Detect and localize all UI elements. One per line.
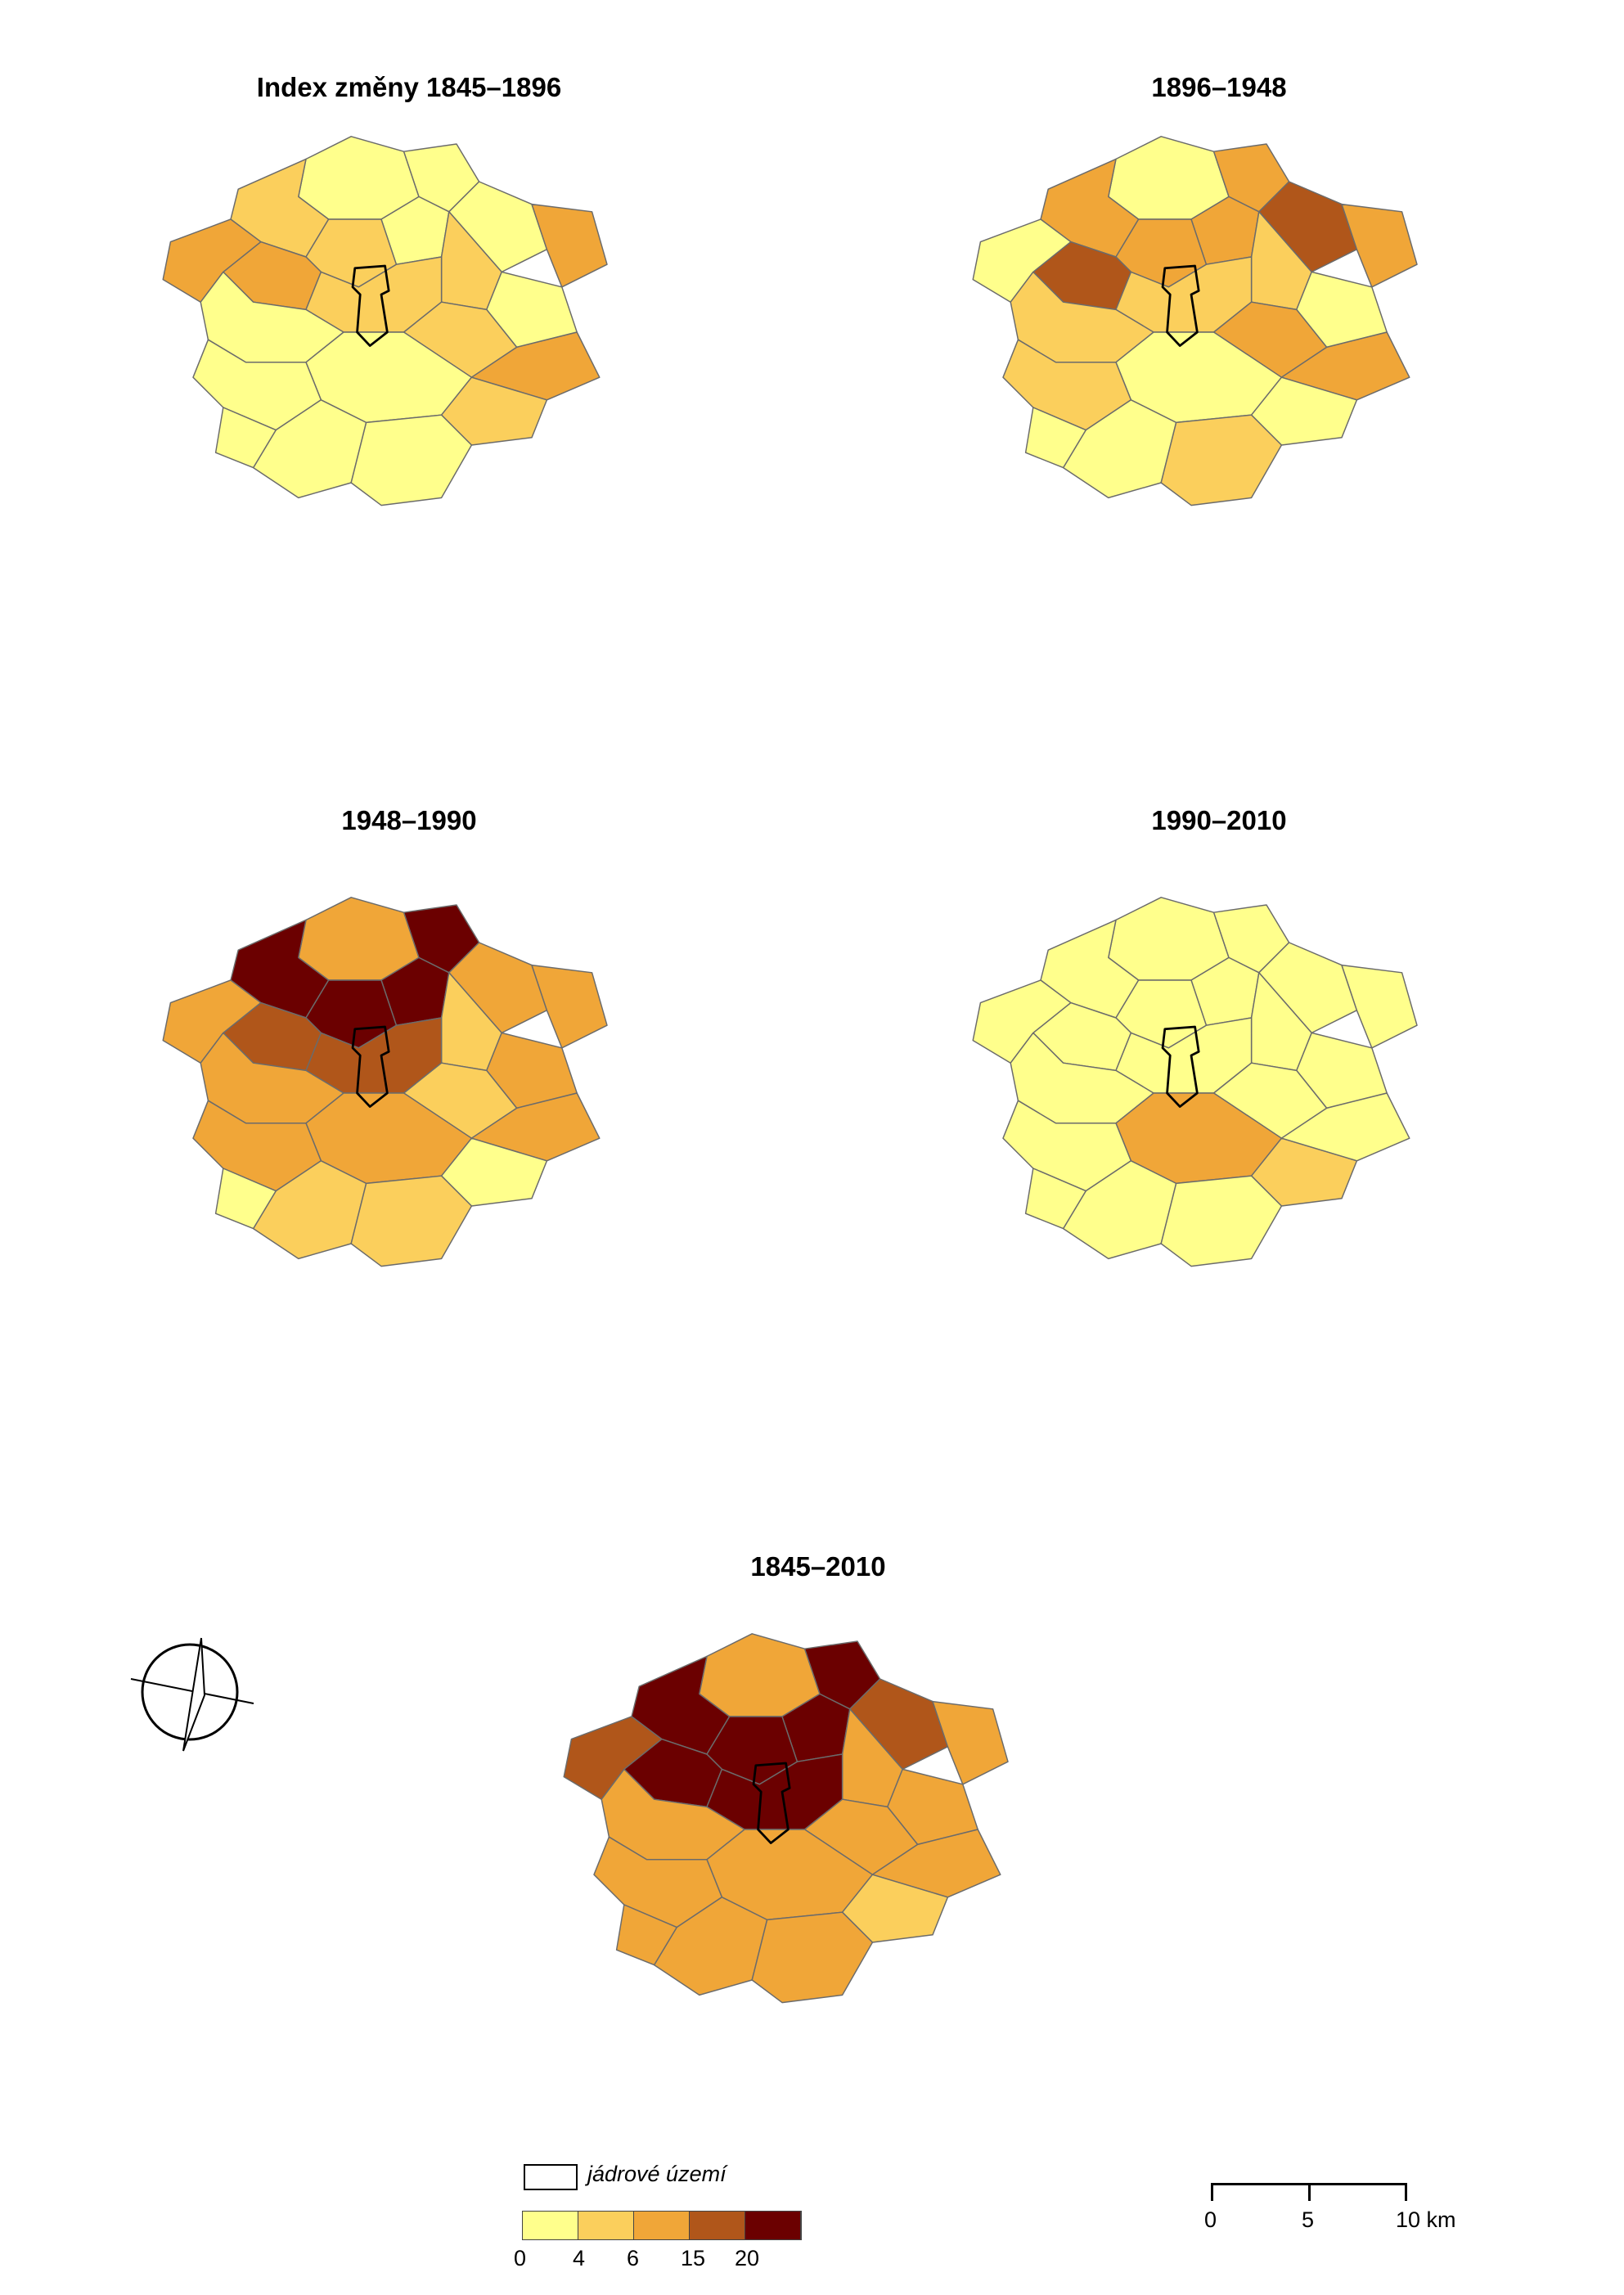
legend-swatch	[745, 2212, 801, 2239]
legend-swatch	[634, 2212, 690, 2239]
map-title: 1845–2010	[750, 1551, 886, 1582]
core-area-outline	[1161, 1025, 1200, 1108]
municipality-region	[1250, 376, 1358, 446]
choropleth-map	[162, 897, 608, 1267]
municipality-region	[1024, 407, 1086, 469]
municipality-region	[849, 1678, 949, 1771]
municipality-region	[470, 331, 601, 401]
legend-break-label: 20	[735, 2246, 760, 2270]
municipality-region	[440, 1137, 548, 1207]
municipality-region	[1258, 942, 1358, 1034]
scale-label-0: 0	[1204, 2207, 1217, 2232]
map-title: 1948–1990	[341, 805, 477, 835]
legend-swatch	[523, 2212, 578, 2239]
municipality-region	[448, 942, 548, 1034]
municipality-region	[932, 1700, 1009, 1785]
municipality-region	[350, 1175, 473, 1267]
legend-break-label: 4	[573, 2246, 586, 2270]
municipality-region	[448, 181, 548, 273]
legend-core-label: jádrové území	[587, 2162, 727, 2186]
scale-label-5: 5	[1302, 2207, 1315, 2232]
municipality-region	[440, 376, 548, 446]
municipality-region	[470, 1092, 601, 1162]
municipality-region	[1160, 414, 1283, 506]
municipality-region	[214, 407, 277, 469]
core-area-outline	[752, 1762, 791, 1844]
municipality-region	[871, 1829, 1001, 1898]
municipality-region	[841, 1874, 949, 1943]
choropleth-map	[162, 136, 608, 506]
municipality-region	[1160, 1175, 1283, 1267]
core-area-outline	[351, 264, 390, 347]
core-area-outline	[351, 1025, 390, 1108]
municipality-region	[1258, 181, 1358, 273]
scale-label-10km: 10 km	[1396, 2207, 1456, 2232]
legend-break-label: 6	[627, 2246, 640, 2270]
municipality-region	[1250, 1137, 1358, 1207]
map-title: Index změny 1845–1896	[256, 72, 562, 102]
municipality-region	[751, 1911, 874, 2004]
municipality-region	[1024, 1168, 1086, 1230]
legend-break-label: 0	[514, 2246, 527, 2270]
legend-break-label: 15	[681, 2246, 706, 2270]
municipality-region	[615, 1904, 677, 1966]
choropleth-map	[972, 897, 1418, 1267]
municipality-region	[1280, 331, 1410, 401]
choropleth-map	[563, 1633, 1009, 2004]
scale-tick-5	[1308, 2183, 1311, 2201]
legend-swatch	[690, 2212, 745, 2239]
north-arrow-icon	[130, 1637, 254, 1752]
choropleth-map	[972, 136, 1418, 506]
legend-swatch	[578, 2212, 634, 2239]
legend-core-swatch	[524, 2164, 578, 2190]
scale-tick-0	[1211, 2183, 1213, 2201]
municipality-region	[1280, 1092, 1410, 1162]
map-title: 1990–2010	[1151, 805, 1287, 835]
map-title: 1896–1948	[1151, 72, 1287, 102]
municipality-region	[350, 414, 473, 506]
municipality-region	[531, 964, 608, 1049]
legend-color-bar	[522, 2211, 802, 2240]
municipality-region	[1341, 964, 1418, 1049]
municipality-region	[214, 1168, 277, 1230]
municipality-region	[1341, 203, 1418, 288]
scale-tick-10	[1405, 2183, 1407, 2201]
municipality-region	[531, 203, 608, 288]
core-area-outline	[1161, 264, 1200, 347]
